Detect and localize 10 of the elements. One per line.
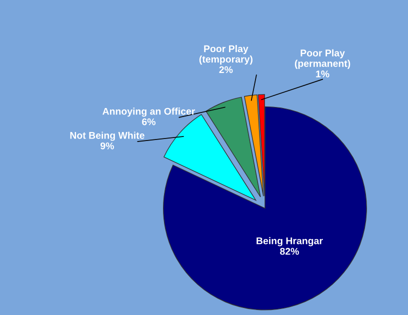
slice-label: Annoying an Officer	[102, 108, 196, 117]
data-label: 1%	[316, 70, 330, 78]
data-label: 6%	[142, 118, 156, 126]
slice-label: Poor Play (permanent)	[294, 49, 350, 69]
data-label: 2%	[219, 66, 233, 74]
slice-label: Not Being White	[70, 132, 144, 141]
data-label: 82%	[280, 248, 299, 255]
slice-label: Being Hrangar	[256, 237, 323, 246]
slice-label: Poor Play (temporary)	[199, 45, 252, 65]
data-label: 9%	[100, 142, 114, 150]
